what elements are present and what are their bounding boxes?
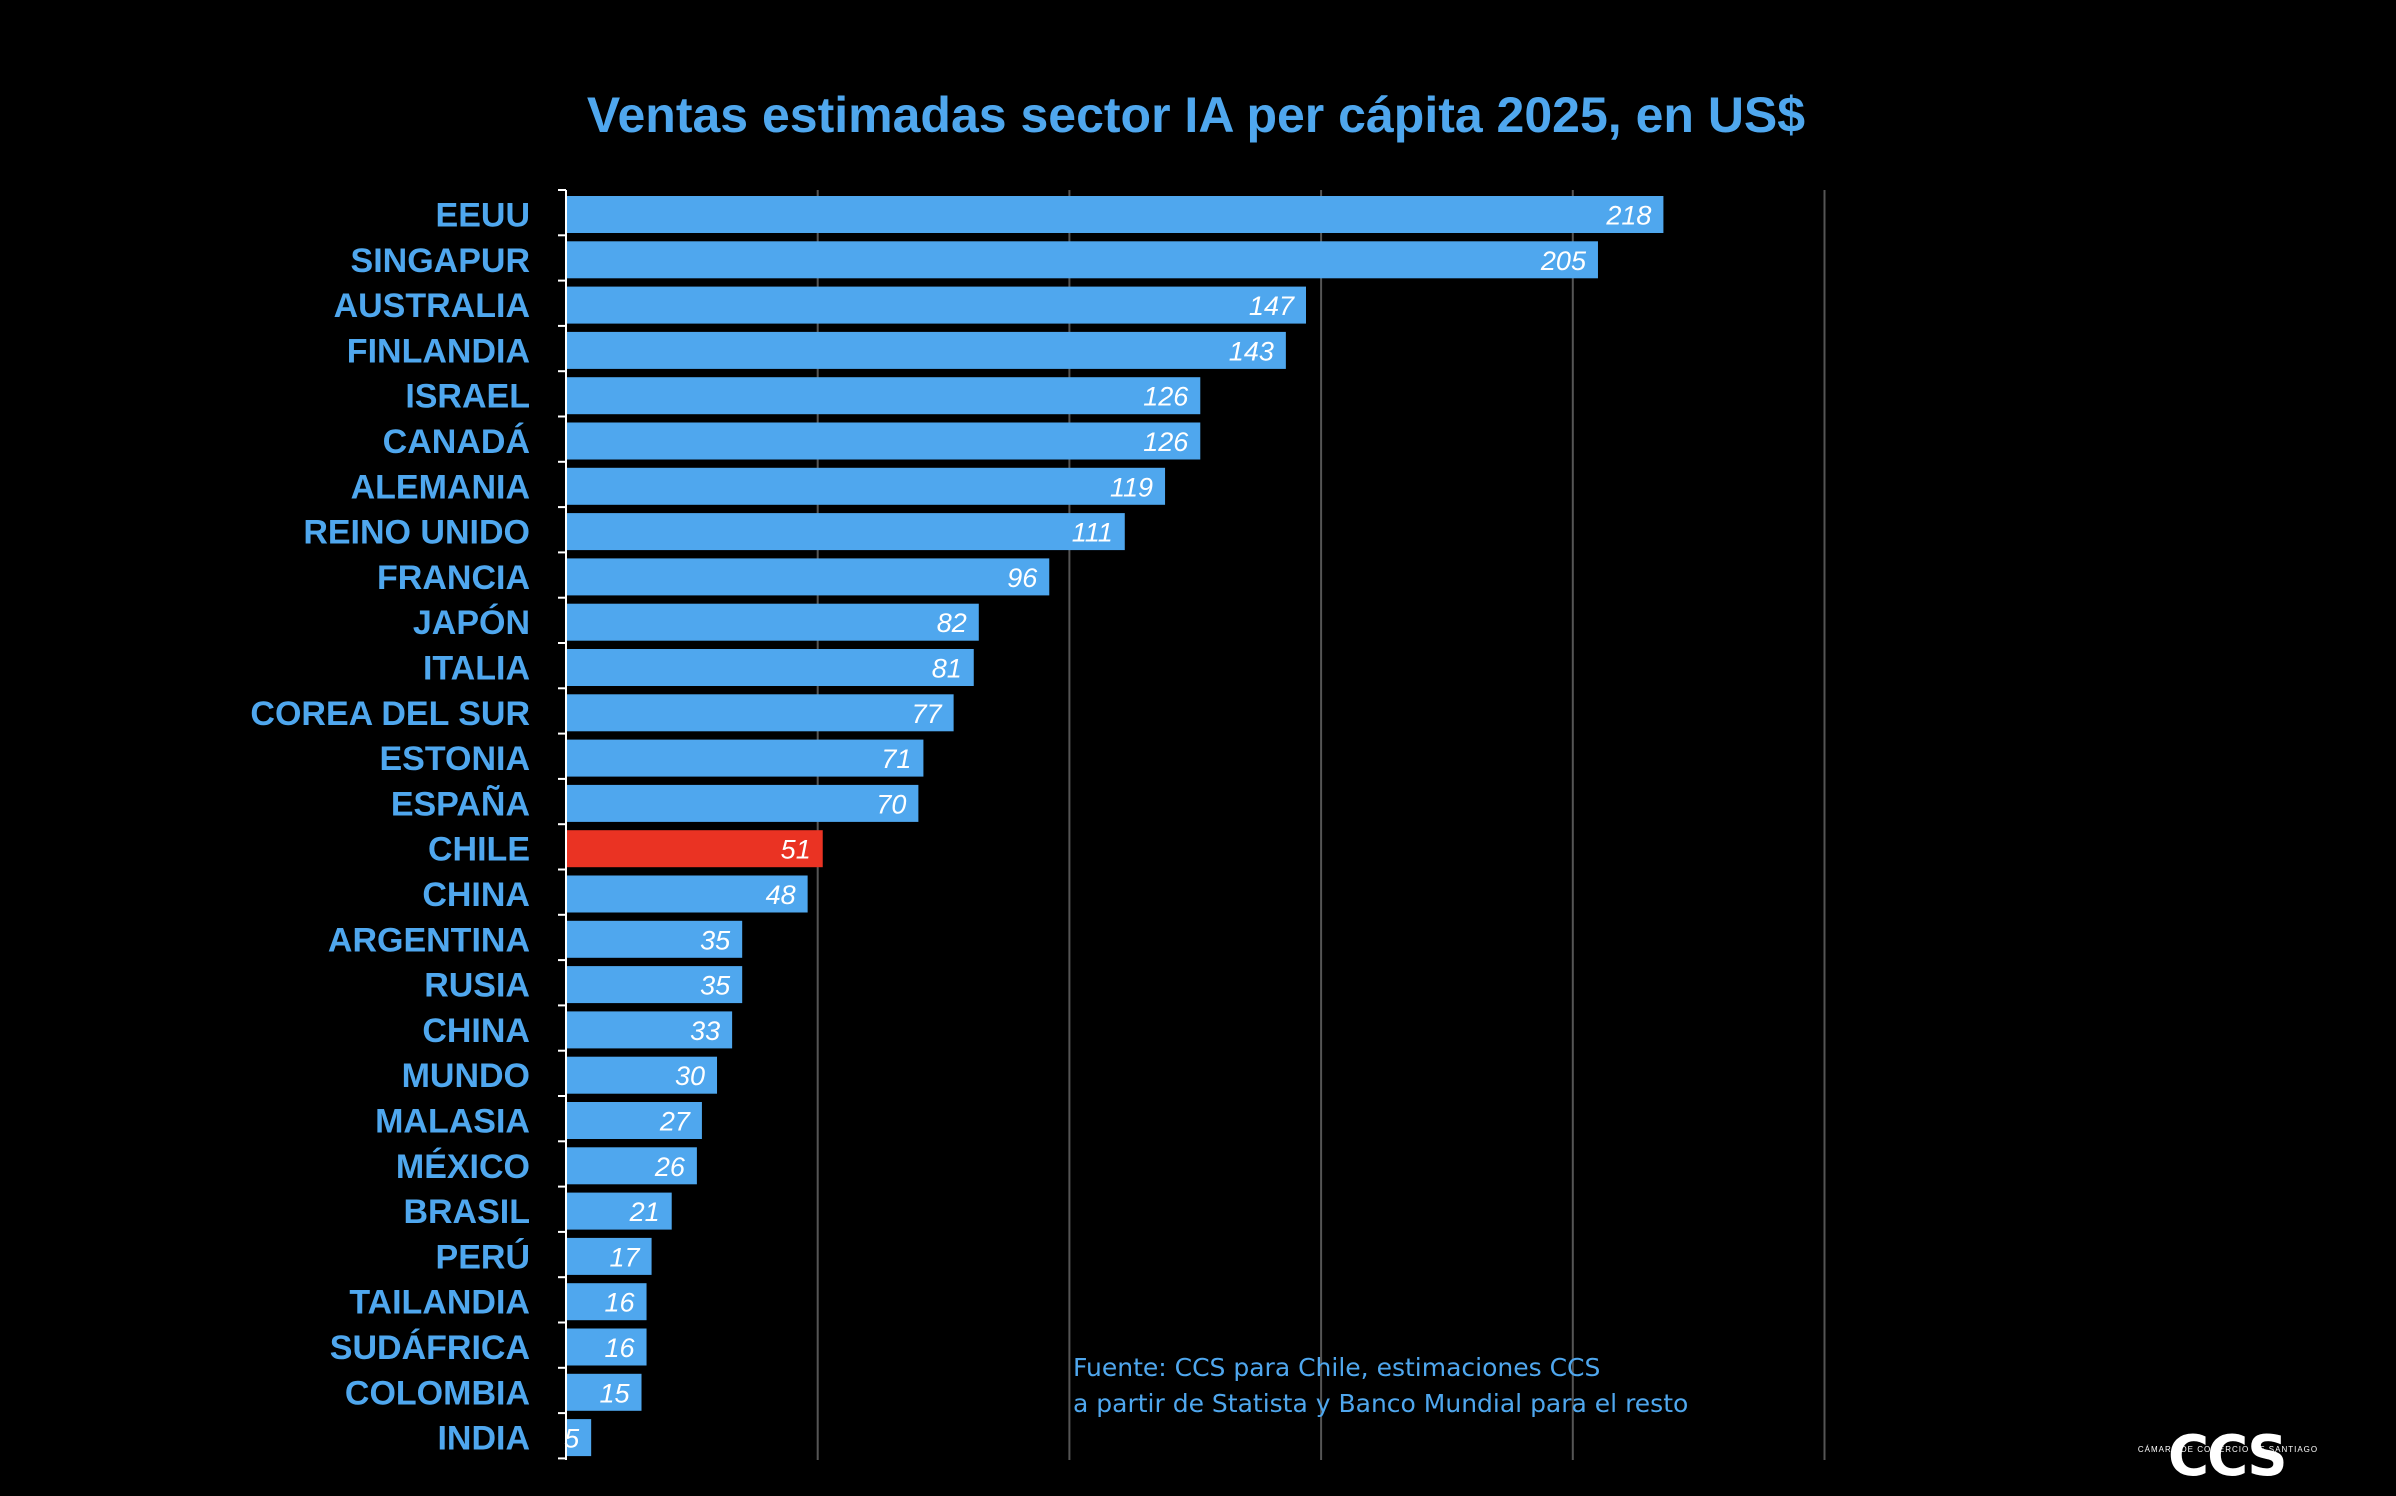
bar <box>566 1419 592 1457</box>
value-label: 218 <box>1605 201 1651 231</box>
value-label: 119 <box>1110 472 1153 502</box>
bar <box>566 830 823 868</box>
category-label: REINO UNIDO <box>303 514 530 552</box>
bar <box>566 467 1166 505</box>
value-label: 26 <box>654 1152 686 1182</box>
category-label: ALEMANIA <box>351 468 530 506</box>
logo-subtext: CÁMARA DE COMERCIO DE SANTIAGO <box>2137 1445 2319 1454</box>
category-label: ARGENTINA <box>328 921 530 959</box>
value-label: 70 <box>876 789 906 819</box>
bar <box>566 422 1201 460</box>
bar <box>566 241 1598 279</box>
value-label: 30 <box>675 1061 705 1091</box>
value-label: 16 <box>604 1333 635 1363</box>
category-label: FINLANDIA <box>347 332 530 370</box>
category-label: MALASIA <box>375 1103 530 1141</box>
category-label: FRANCIA <box>377 559 530 597</box>
value-label: 147 <box>1249 291 1295 321</box>
category-label: TAILANDIA <box>349 1284 530 1322</box>
bar <box>566 1237 652 1275</box>
category-label: ESTONIA <box>379 740 530 778</box>
bars <box>566 196 1664 1457</box>
bar <box>566 603 979 641</box>
y-axis <box>558 189 567 1460</box>
bar <box>566 1328 647 1366</box>
category-label: MUNDO <box>402 1057 530 1095</box>
category-label: ISRAEL <box>405 378 530 416</box>
chart-title: Ventas estimadas sector IA per cápita 20… <box>587 87 1805 143</box>
value-label: 5 <box>564 1424 580 1454</box>
source-note: Fuente: CCS para Chile, estimaciones CCS… <box>1073 1350 1688 1422</box>
bar <box>566 1147 697 1185</box>
bar <box>566 966 743 1004</box>
category-label: PERÚ <box>436 1238 530 1276</box>
bar <box>566 331 1286 369</box>
bar <box>566 1102 702 1139</box>
bar <box>566 875 808 913</box>
bar <box>566 920 743 958</box>
category-label: CHINA <box>422 1012 530 1050</box>
value-label: 17 <box>610 1242 641 1272</box>
category-label: MÉXICO <box>396 1148 530 1186</box>
source-line-2: a partir de Statista y Banco Mundial par… <box>1073 1389 1689 1418</box>
bar <box>566 1056 718 1094</box>
category-label: CHILE <box>428 831 530 869</box>
category-label: RUSIA <box>424 967 530 1005</box>
value-label: 16 <box>604 1288 635 1318</box>
value-label: 51 <box>781 835 811 865</box>
bar <box>566 377 1201 415</box>
value-label: 77 <box>912 699 943 729</box>
category-label: INDIA <box>437 1420 530 1458</box>
category-label: SINGAPUR <box>351 242 530 280</box>
category-label: EEUU <box>436 197 530 235</box>
value-label: 33 <box>690 1016 720 1046</box>
category-label: JAPÓN <box>413 604 530 642</box>
bar <box>566 649 974 686</box>
bar <box>566 1283 647 1321</box>
category-label: COLOMBIA <box>345 1374 530 1412</box>
bar <box>566 1192 672 1230</box>
value-label: 15 <box>599 1378 630 1408</box>
bar <box>566 196 1664 233</box>
bar <box>566 513 1125 551</box>
value-label: 71 <box>881 744 911 774</box>
category-label: ITALIA <box>423 650 530 688</box>
source-line-1: Fuente: CCS para Chile, estimaciones CCS <box>1073 1353 1601 1382</box>
category-labels: EEUU SINGAPUR AUSTRALIA FINLANDIA ISRAEL CANA… <box>250 197 530 1458</box>
value-label: 96 <box>1007 563 1038 593</box>
category-label: BRASIL <box>403 1193 530 1231</box>
category-label: SUDÁFRICA <box>330 1329 530 1367</box>
value-label: 143 <box>1229 336 1274 366</box>
value-label: 27 <box>659 1107 691 1137</box>
bar <box>566 784 919 822</box>
value-label: 35 <box>700 971 731 1001</box>
category-label: AUSTRALIA <box>334 287 530 325</box>
category-label: COREA DEL SUR <box>250 695 530 733</box>
bar <box>566 1011 733 1049</box>
value-label: 111 <box>1072 518 1113 548</box>
bar <box>566 694 954 732</box>
category-label: CHINA <box>422 876 530 914</box>
value-label: 21 <box>629 1197 660 1227</box>
bar <box>566 1373 642 1411</box>
value-label: 82 <box>937 608 967 638</box>
category-label: ESPAÑA <box>391 785 530 823</box>
value-label: 126 <box>1143 427 1189 457</box>
value-label: 48 <box>766 880 796 910</box>
logo-text: CCS <box>2168 1424 2288 1489</box>
value-label: 81 <box>932 654 962 684</box>
bar <box>566 286 1306 324</box>
ccs-logo: CCS CÁMARA DE COMERCIO DE SANTIAGO <box>2128 1415 2328 1487</box>
bar <box>566 739 924 777</box>
value-label: 205 <box>1540 246 1587 276</box>
value-label: 126 <box>1143 382 1189 412</box>
category-label: CANADÁ <box>383 423 530 461</box>
value-label: 35 <box>700 925 731 955</box>
bar <box>566 558 1050 596</box>
